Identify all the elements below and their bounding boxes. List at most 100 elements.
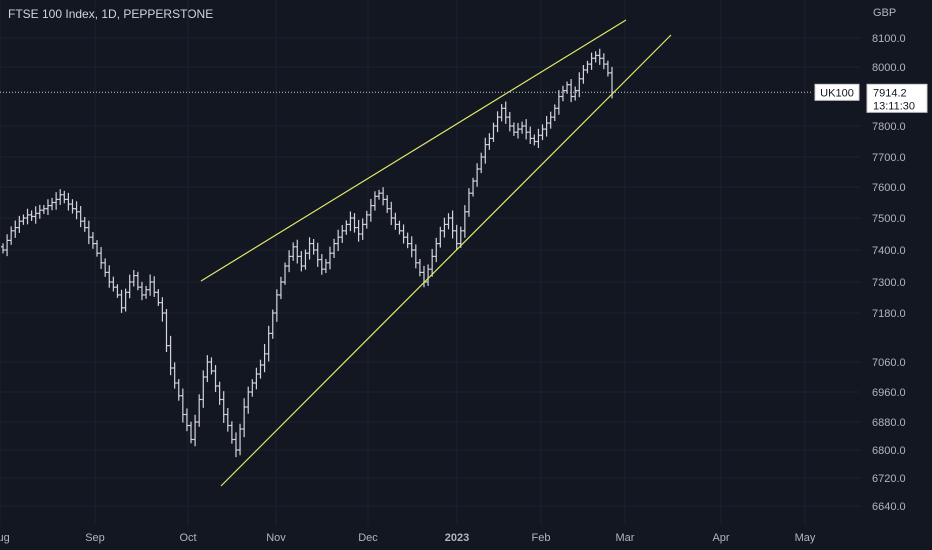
x-tick-label: Feb	[532, 532, 551, 544]
ohlc-bar	[605, 60, 610, 77]
ohlc-bar	[127, 274, 132, 299]
ohlc-bar	[311, 238, 316, 255]
ohlc-bar	[54, 192, 59, 210]
ohlc-bar	[458, 226, 463, 248]
y-tick-label: 8100.0	[872, 33, 906, 45]
y-tick-label: 8000.0	[872, 62, 906, 74]
ohlc-bar	[180, 388, 185, 423]
price-bars	[1, 48, 614, 458]
ohlc-bar	[41, 204, 46, 214]
ohlc-bar	[21, 214, 26, 225]
last-price-text: 7914.2	[873, 87, 907, 99]
ohlc-bar	[86, 220, 91, 245]
ohlc-bar	[103, 258, 108, 277]
currency-label: GBP	[873, 7, 896, 19]
ohlc-bar	[524, 119, 529, 140]
ohlc-bar	[213, 365, 218, 392]
ohlc-bar	[364, 210, 369, 229]
ohlc-bar	[491, 122, 496, 142]
ohlc-bar	[323, 258, 328, 274]
ohlc-bar	[442, 217, 447, 238]
x-axis: Aug Sep Oct Nov Dec 2023 Feb Mar Apr May	[0, 532, 816, 544]
ohlc-bar	[29, 210, 34, 222]
ohlc-bar	[111, 276, 116, 292]
x-tick-label: May	[795, 532, 816, 544]
ohlc-bar	[405, 232, 410, 249]
ohlc-bar	[283, 262, 288, 285]
ohlc-bar	[274, 289, 279, 322]
ohlc-bar	[193, 414, 198, 447]
ohlc-bar	[401, 224, 406, 244]
ohlc-bar	[446, 213, 451, 230]
ohlc-bar	[148, 274, 153, 296]
ohlc-bar	[1, 243, 5, 254]
ohlc-bar	[385, 195, 390, 213]
ohlc-bar	[483, 137, 488, 164]
x-tick-label: 2023	[445, 532, 469, 544]
ohlc-bar	[597, 48, 602, 65]
ohlc-bar	[144, 285, 149, 299]
ohlc-bar	[62, 190, 67, 204]
ohlc-bar	[340, 225, 345, 243]
y-tick-label: 6720.0	[872, 473, 906, 485]
lower-trendline	[220, 34, 672, 487]
y-tick-label: 7180.0	[872, 308, 906, 320]
price-tag	[866, 83, 928, 113]
ohlc-bar	[17, 215, 22, 233]
ohlc-bar	[221, 391, 226, 423]
ohlc-bar	[585, 60, 590, 74]
ohlc-bar	[217, 381, 222, 405]
ohlc-bar	[123, 288, 128, 312]
ohlc-bar	[184, 408, 189, 432]
ohlc-bar	[278, 276, 283, 300]
ohlc-bar	[601, 53, 606, 70]
ohlc-bar	[99, 247, 104, 269]
ohlc-bar	[291, 242, 296, 261]
ohlc-bar	[176, 379, 181, 401]
symbol-text: UK100	[820, 87, 854, 99]
y-tick-label: 7060.0	[872, 357, 906, 369]
ohlc-bar	[45, 199, 50, 216]
trendlines	[200, 19, 672, 487]
ohlc-bar	[434, 237, 439, 263]
ohlc-bar	[336, 229, 341, 252]
ohlc-bar	[160, 297, 165, 322]
ohlc-bar	[266, 325, 271, 362]
ohlc-bar	[430, 248, 435, 277]
ohlc-bar	[287, 250, 292, 273]
x-tick-label: Mar	[616, 532, 635, 544]
ohlc-bar	[466, 188, 471, 217]
ohlc-bar	[475, 163, 480, 187]
ohlc-bar	[307, 237, 312, 260]
y-tick-label: 7700.0	[872, 152, 906, 164]
ohlc-bar	[581, 65, 586, 84]
x-tick-label: Nov	[266, 532, 286, 544]
y-tick-label: 6960.0	[872, 387, 906, 399]
ohlc-bar	[438, 226, 443, 248]
ohlc-bar	[299, 251, 304, 272]
ohlc-bar	[37, 204, 42, 219]
ohlc-bar	[119, 289, 124, 313]
ohlc-bar	[254, 367, 259, 390]
ohlc-bar	[409, 236, 414, 258]
ohlc-bar	[139, 281, 144, 301]
ohlc-bar	[168, 335, 173, 376]
x-tick-label: Dec	[358, 532, 378, 544]
ohlc-bar	[225, 407, 230, 432]
ohlc-bar	[9, 226, 14, 245]
ohlc-bar	[487, 133, 492, 150]
ohlc-bar	[528, 126, 533, 144]
ohlc-bar	[303, 249, 308, 270]
ohlc-bar	[295, 239, 300, 264]
last-price-marker: UK100 7914.213:11:30	[0, 83, 928, 113]
ohlc-bar	[360, 218, 365, 240]
ohlc-bar	[66, 192, 71, 211]
ohlc-bar	[356, 219, 361, 242]
ohlc-bar	[573, 86, 578, 101]
ohlc-bar	[372, 191, 377, 211]
ohlc-bar	[520, 121, 525, 134]
ohlc-bar	[426, 264, 431, 286]
ohlc-bar	[25, 208, 30, 225]
ohlc-bar	[593, 51, 598, 63]
